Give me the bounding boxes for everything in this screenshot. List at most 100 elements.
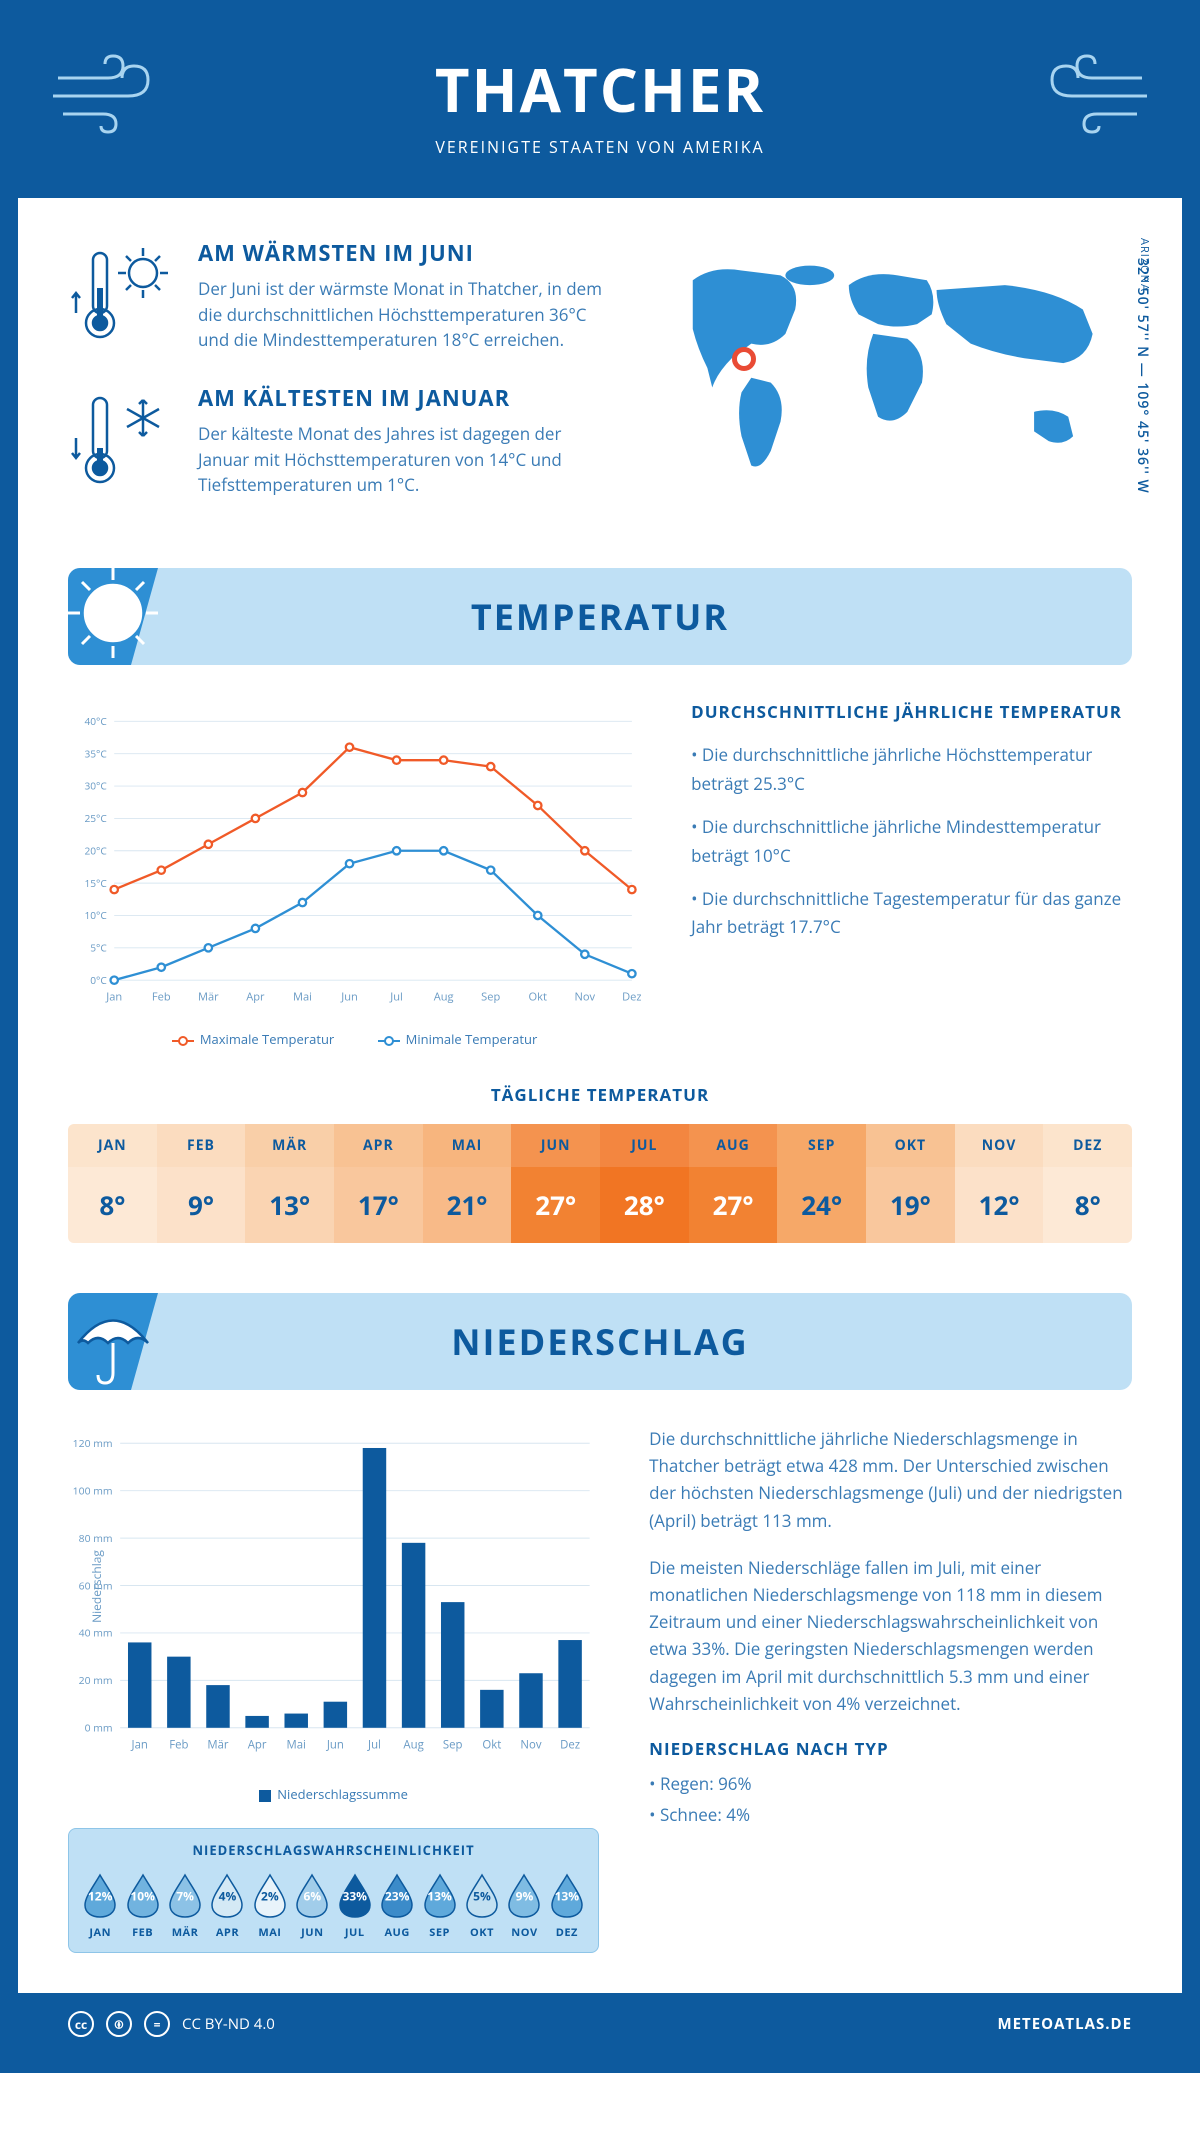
svg-text:Jul: Jul [367,1738,381,1753]
legend-max: Maximale Temperatur [200,1030,334,1048]
location-subtitle: VEREINIGTE STAATEN VON AMERIKA [58,136,1142,158]
svg-text:10°C: 10°C [84,908,107,922]
coldest-block: AM KÄLTESTEN IM JANUAR Der kälteste Mona… [68,383,604,498]
wind-icon-left [48,48,168,138]
thermometer-sun-icon [68,238,178,353]
temp-info-b3: • Die durchschnittliche Tagestemperatur … [691,885,1132,943]
temp-cell: JUN27° [511,1124,600,1243]
svg-text:35°C: 35°C [84,746,107,760]
svg-text:Okt: Okt [529,990,547,1005]
umbrella-icon [58,1283,168,1393]
precip-banner: NIEDERSCHLAG [68,1293,1132,1390]
svg-text:Feb: Feb [152,990,171,1005]
svg-text:Okt: Okt [482,1738,501,1753]
precip-type-2: • Schnee: 4% [649,1801,1132,1828]
svg-text:0°C: 0°C [90,973,107,987]
prob-item: 13%SEP [420,1871,458,1940]
license-text: CC BY-ND 4.0 [182,2014,275,2034]
svg-text:40°C: 40°C [84,714,107,728]
svg-text:Mär: Mär [198,990,219,1005]
intro-row: AM WÄRMSTEN IM JUNI Der Juni ist der wär… [68,238,1132,528]
prob-item: 2%MAI [251,1871,289,1940]
svg-text:Nov: Nov [575,990,596,1005]
temp-cell: DEZ8° [1043,1124,1132,1243]
map-coords: 32° 50' 57'' N — 109° 45' 36'' W [1133,258,1152,494]
temp-info-b2: • Die durchschnittliche jährliche Mindes… [691,813,1132,871]
svg-text:20 mm: 20 mm [79,1674,113,1688]
temperature-line-chart: 0°C5°C10°C15°C20°C25°C30°C35°C40°CJanFeb… [68,700,641,1020]
temp-cell: APR17° [334,1124,423,1243]
temp-cell: JUL28° [600,1124,689,1243]
temperature-info: DURCHSCHNITTLICHE JÄHRLICHE TEMPERATUR •… [691,700,1132,1048]
footer: cc 🅯 = CC BY-ND 4.0 METEOATLAS.DE [18,1993,1182,2055]
legend-min: Minimale Temperatur [406,1030,538,1048]
by-icon: 🅯 [106,2011,132,2037]
prob-item: 9%NOV [505,1871,543,1940]
precip-p1: Die durchschnittliche jährliche Niedersc… [649,1425,1132,1534]
svg-text:100 mm: 100 mm [73,1484,113,1498]
svg-text:Apr: Apr [246,990,265,1005]
svg-text:Jul: Jul [389,990,403,1005]
probability-title: NIEDERSCHLAGSWAHRSCHEINLICHKEIT [81,1841,586,1859]
nd-icon: = [144,2011,170,2037]
svg-text:Jun: Jun [326,1738,344,1753]
svg-text:Jan: Jan [105,990,122,1005]
prob-item: 4%APR [208,1871,246,1940]
temperature-banner: TEMPERATUR [68,568,1132,665]
svg-text:0 mm: 0 mm [85,1722,113,1736]
precip-banner-title: NIEDERSCHLAG [68,1317,1132,1366]
infographic-frame: THATCHER VEREINIGTE STAATEN VON AMERIKA … [0,0,1200,2073]
precip-text: Die durchschnittliche jährliche Niedersc… [649,1425,1132,1953]
temp-cell: SEP24° [777,1124,866,1243]
svg-text:Apr: Apr [248,1738,267,1753]
svg-text:30°C: 30°C [84,779,107,793]
daily-temp-title: TÄGLICHE TEMPERATUR [68,1083,1132,1106]
svg-text:Mai: Mai [287,1738,306,1753]
prob-item: 12%JAN [81,1871,119,1940]
svg-text:Aug: Aug [434,990,454,1005]
prob-item: 33%JUL [336,1871,374,1940]
svg-text:20°C: 20°C [84,843,107,857]
svg-text:120 mm: 120 mm [73,1437,113,1451]
svg-text:Nov: Nov [520,1738,541,1753]
temperature-banner-title: TEMPERATUR [68,592,1132,641]
prob-item: 23%AUG [378,1871,416,1940]
svg-text:80 mm: 80 mm [79,1532,113,1546]
precip-legend: Niederschlagssumme [68,1785,599,1803]
prob-item: 10%FEB [123,1871,161,1940]
daily-temp-table: JAN8°FEB9°MÄR13°APR17°MAI21°JUN27°JUL28°… [68,1124,1132,1243]
cc-icon: cc [68,2011,94,2037]
probability-box: NIEDERSCHLAGSWAHRSCHEINLICHKEIT 12%JAN10… [68,1828,599,1953]
precip-p2: Die meisten Niederschläge fallen im Juli… [649,1554,1132,1717]
temp-legend: Maximale Temperatur Minimale Temperatur [68,1030,641,1048]
svg-text:40 mm: 40 mm [79,1627,113,1641]
temp-info-b1: • Die durchschnittliche jährliche Höchst… [691,741,1132,799]
svg-text:Feb: Feb [169,1738,188,1753]
prob-item: 5%OKT [463,1871,501,1940]
coldest-text: Der kälteste Monat des Jahres ist dagege… [198,421,604,498]
temp-cell: OKT19° [866,1124,955,1243]
precip-ylabel: Niederschlag [88,1550,105,1623]
site-name: METEOATLAS.DE [998,2014,1132,2034]
precip-legend-label: Niederschlagssumme [277,1785,408,1803]
world-map [644,238,1132,498]
prob-item: 7%MÄR [166,1871,204,1940]
warmest-title: AM WÄRMSTEN IM JUNI [198,238,604,268]
precip-type-title: NIEDERSCHLAG NACH TYP [649,1737,1132,1760]
svg-text:Dez: Dez [622,990,641,1005]
svg-text:Aug: Aug [403,1738,423,1753]
temp-cell: JAN8° [68,1124,157,1243]
svg-text:Dez: Dez [560,1738,580,1753]
temp-cell: NOV12° [955,1124,1044,1243]
temp-info-title: DURCHSCHNITTLICHE JÄHRLICHE TEMPERATUR [691,700,1132,723]
coldest-title: AM KÄLTESTEN IM JANUAR [198,383,604,413]
svg-text:Mär: Mär [207,1738,229,1753]
temp-cell: FEB9° [157,1124,246,1243]
svg-text:Mai: Mai [293,990,312,1005]
temp-cell: AUG27° [689,1124,778,1243]
precip-type-1: • Regen: 96% [649,1770,1132,1797]
prob-item: 6%JUN [293,1871,331,1940]
precip-bar-chart: Niederschlag 0 mm20 mm40 mm60 mm80 mm100… [68,1425,599,1765]
location-title: THATCHER [58,48,1142,130]
sun-icon [58,558,168,668]
